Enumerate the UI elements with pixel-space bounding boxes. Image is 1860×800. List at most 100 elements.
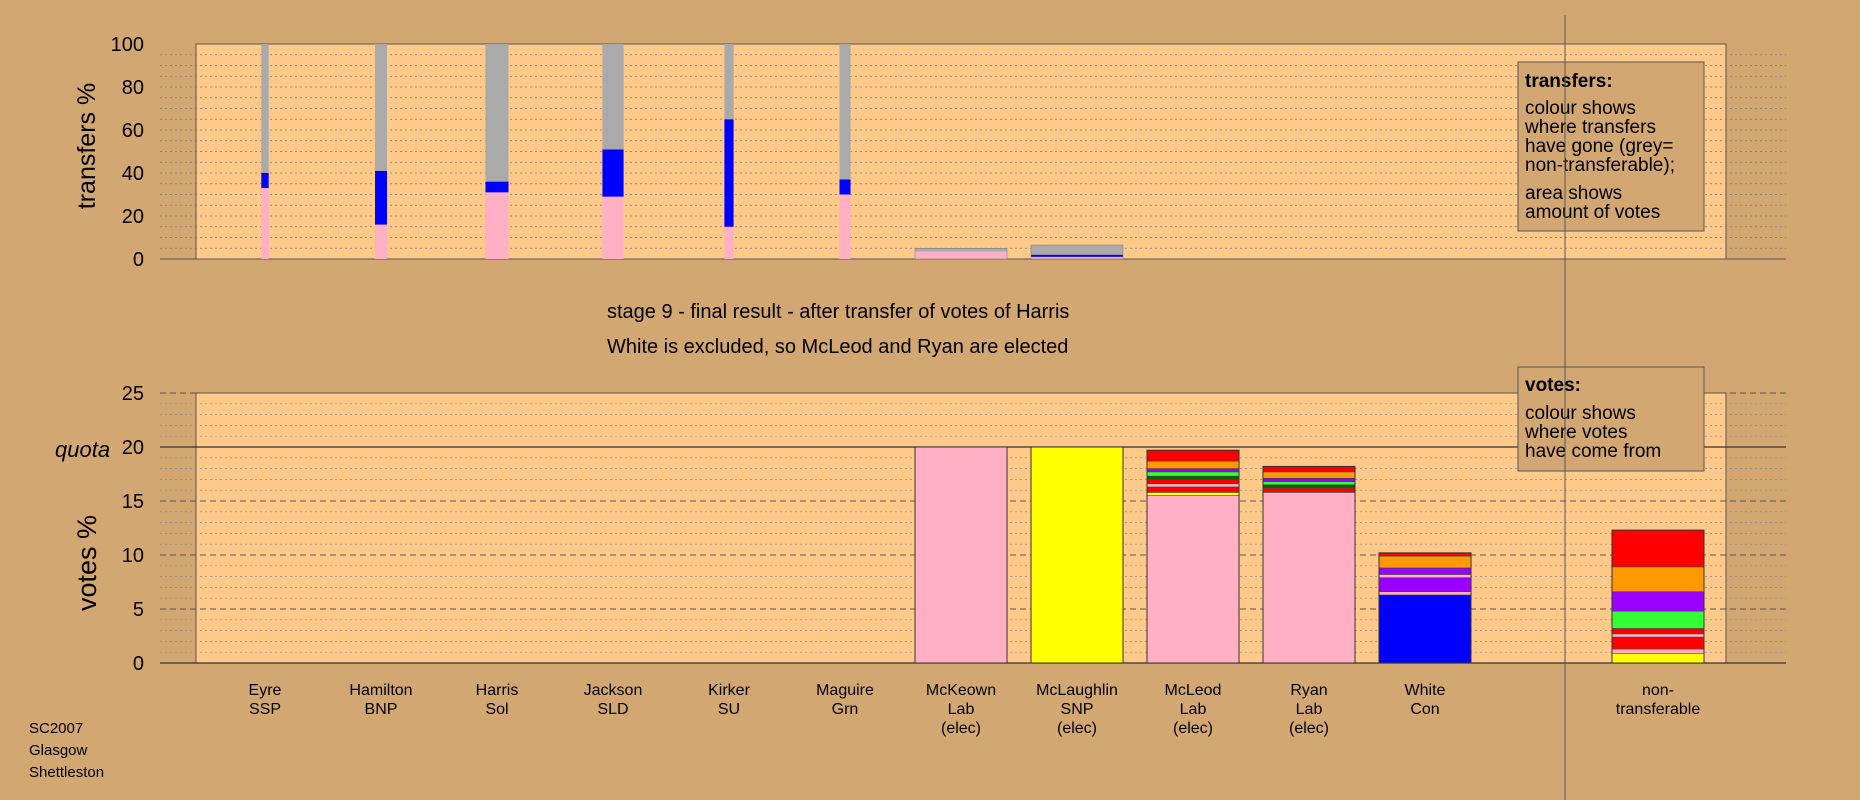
transfer-bar-segment — [839, 179, 851, 195]
vote-bar-segment — [1262, 481, 1356, 486]
nontransferable-label: non- — [1642, 682, 1674, 699]
votes-panel: 0 5 10 15 20 25 quota votes % Eyre SSP Hamilton… — [55, 366, 1786, 737]
transfer-bar-segment — [602, 44, 624, 150]
vote-bar-segment — [1146, 479, 1240, 485]
vote-bar-segment — [1262, 484, 1356, 489]
transfer-bar-segment — [602, 149, 624, 197]
transfer-bar-segment — [839, 44, 851, 180]
transfers-legend-line: have gone (grey= — [1525, 136, 1673, 157]
transfers-legend-box — [1517, 61, 1705, 232]
transfer-bar-segment — [602, 196, 624, 259]
candidate-label: McLeod — [1165, 682, 1222, 699]
transfer-bar-segment — [724, 119, 734, 227]
transfer-bar-segment — [1031, 245, 1123, 255]
transfers-legend-line: area shows — [1525, 183, 1622, 204]
vote-bar-segment — [1262, 471, 1356, 479]
transfers-axis-label: transfers % — [73, 83, 101, 209]
transfer-bar-outline — [914, 248, 1008, 260]
vote-bar-segment — [1611, 633, 1705, 638]
vote-bar-segment — [1611, 628, 1705, 635]
vote-bar-segment — [1378, 591, 1472, 596]
transfer-bar-segment — [485, 181, 509, 193]
vote-bar-segment — [1611, 529, 1705, 568]
transfers-legend-title: transfers: — [1525, 71, 1613, 92]
candidate-labels: Eyre SSP Hamilton BNP Harris Sol Jackson SLD Kir… — [249, 682, 1701, 737]
transfers-tick-label: 60 — [122, 120, 144, 142]
transfers-panel: 0 20 40 60 80 100 transfers % transfers: colo… — [73, 34, 1786, 271]
candidate-label: McLaughlin — [1036, 682, 1118, 699]
transfers-tick-label: 100 — [111, 34, 144, 56]
votes-legend-box — [1517, 366, 1705, 472]
candidate-label: Ryan — [1290, 682, 1327, 699]
vote-bar-segment — [1146, 471, 1240, 477]
vote-bar-outline — [1611, 529, 1705, 664]
vote-bar-segment — [1262, 466, 1356, 473]
candidate-label: Con — [1410, 701, 1439, 718]
transfer-bar-segment — [261, 44, 269, 173]
candidate-label: Lab — [948, 701, 975, 718]
footer-line: Glasgow — [29, 742, 88, 759]
votes-axis-label: votes % — [72, 515, 102, 611]
transfer-bar-segment — [375, 170, 387, 225]
constituency-footer: SC2007 Glasgow Shettleston — [29, 720, 104, 781]
transfers-tick-label: 20 — [122, 206, 144, 228]
transfer-bar-outline — [1030, 244, 1124, 260]
vote-bar-segment — [1262, 487, 1356, 493]
stage-title: stage 9 - final result - after transfer … — [607, 301, 1069, 323]
candidate-label: Grn — [832, 701, 859, 718]
vote-bar-segment — [914, 446, 1008, 664]
candidate-label: McKeown — [926, 682, 996, 699]
candidate-label: (elec) — [941, 720, 981, 737]
footer-line: Shettleston — [29, 764, 104, 781]
transfer-bar-segment — [724, 226, 734, 259]
candidate-label: Maguire — [816, 682, 874, 699]
votes-tick-label: 5 — [133, 599, 144, 621]
vote-bar-segment — [1611, 610, 1705, 629]
vote-bar-segment — [1378, 594, 1472, 664]
votes-tick-label: 20 — [122, 437, 144, 459]
vote-bar-segment — [1611, 566, 1705, 593]
candidate-label: Hamilton — [349, 682, 412, 699]
vote-bar-segment — [1611, 652, 1705, 664]
vote-bar-segment — [1611, 648, 1705, 654]
transfer-bar-segment — [1031, 254, 1123, 257]
votes-legend-line: where votes — [1524, 422, 1627, 443]
candidate-label: (elec) — [1289, 720, 1329, 737]
transfers-tick-labels: 0 20 40 60 80 100 — [111, 34, 144, 271]
vote-bar-segment — [1262, 478, 1356, 482]
candidate-label: Lab — [1180, 701, 1207, 718]
transfer-bar-segment — [915, 248, 1007, 252]
vote-bar-segment — [1611, 636, 1705, 650]
votes-legend-line: have come from — [1525, 441, 1661, 462]
vote-bar-segment — [1378, 567, 1472, 575]
votes-legend-line: colour shows — [1525, 403, 1636, 424]
vote-bar-segment — [1262, 492, 1356, 664]
vote-bar-segment — [1146, 483, 1240, 488]
transfers-tick-label: 40 — [122, 163, 144, 185]
vote-bar-outline — [1378, 552, 1472, 664]
transfer-bar-segment — [485, 44, 509, 182]
votes-tick-label: 10 — [122, 545, 144, 567]
vote-bar-segment — [1146, 486, 1240, 493]
transfers-tick-label: 80 — [122, 77, 144, 99]
vote-bar-segment — [1611, 591, 1705, 612]
candidate-label: Lab — [1296, 701, 1323, 718]
vote-bar-outline — [1146, 449, 1240, 664]
votes-tick-labels: 0 5 10 15 20 25 — [122, 383, 144, 675]
vote-bar-segment — [1146, 495, 1240, 664]
candidate-label: Kirker — [708, 682, 750, 699]
transfers-tick-label: 0 — [133, 249, 144, 271]
candidate-label: SLD — [597, 701, 628, 718]
transfer-bar-segment — [261, 188, 269, 259]
votes-tick-label: 25 — [122, 383, 144, 405]
footer-line: SC2007 — [29, 720, 83, 737]
candidate-label: Harris — [476, 682, 519, 699]
vote-bar-segment — [1030, 446, 1124, 664]
transfer-bar-segment — [724, 44, 734, 120]
vote-bar-segment — [1146, 492, 1240, 496]
transfer-bar-segment — [375, 44, 387, 171]
candidate-label: BNP — [365, 701, 398, 718]
quota-label: quota — [55, 437, 110, 462]
